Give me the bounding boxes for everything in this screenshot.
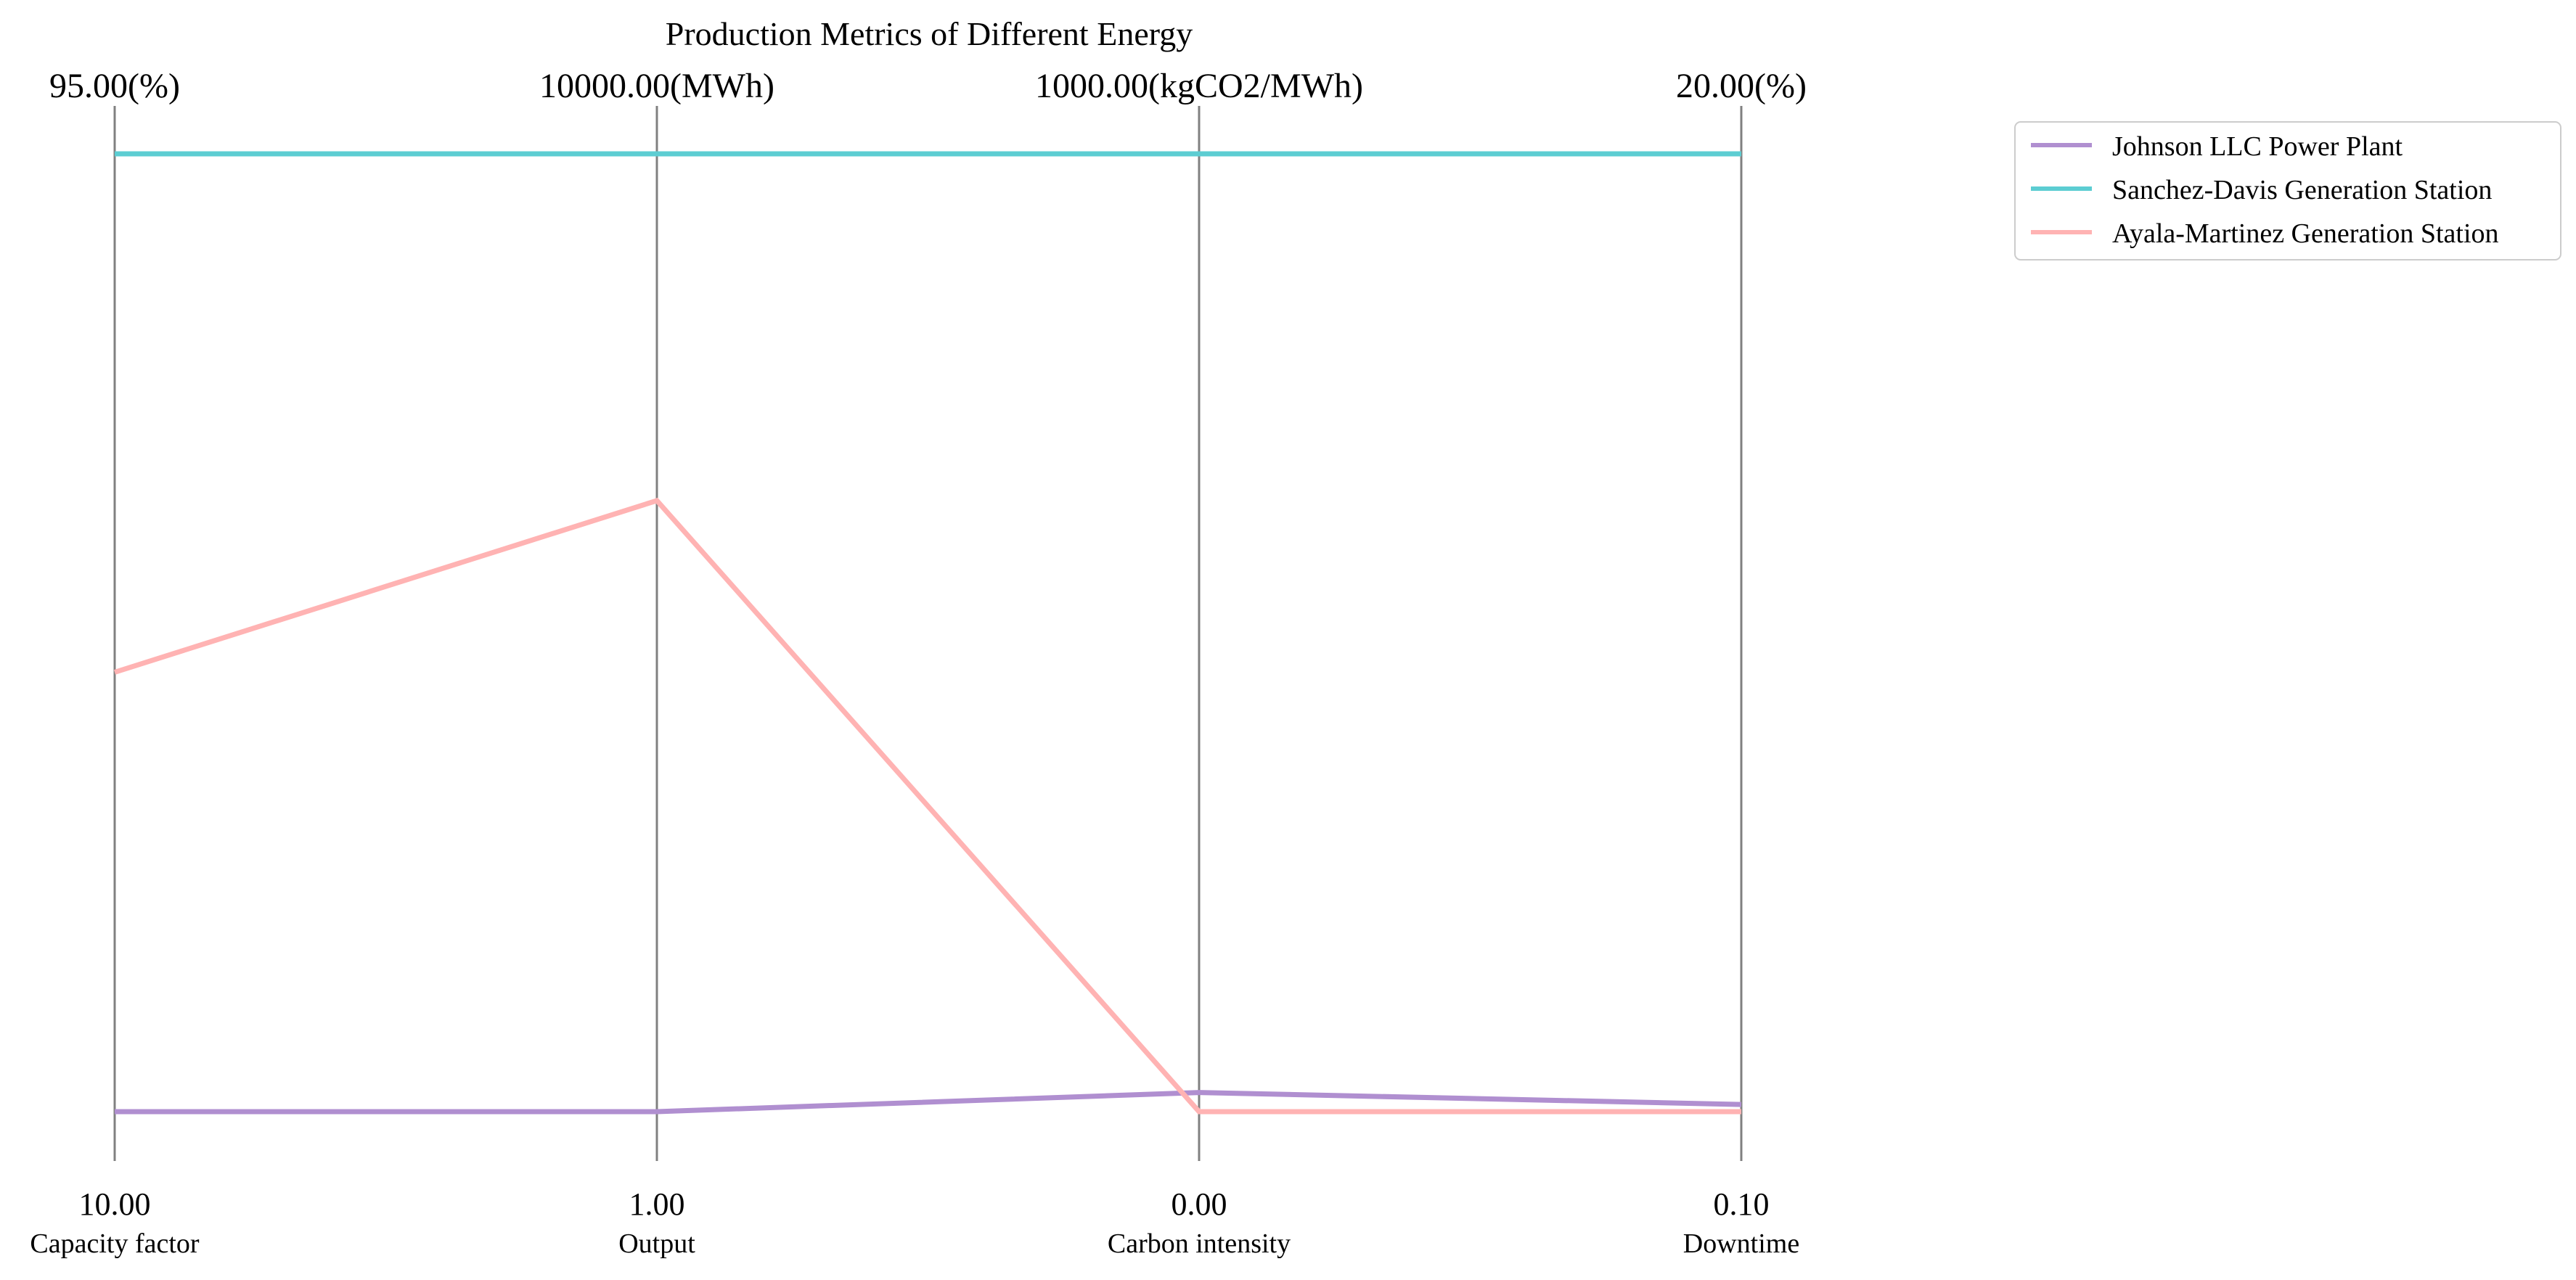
legend-label-ayala-martinez: Ayala-Martinez Generation Station [2112, 218, 2499, 249]
axis-min-label-capacity-factor: 10.00 [79, 1186, 151, 1222]
series-line-ayala-martinez-generation-station [113, 497, 1741, 1115]
legend-frame [2014, 121, 2561, 260]
axis-name-output: Output [618, 1228, 695, 1259]
legend: Johnson LLC Power Plant Sanchez-Davis Ge… [2014, 121, 2561, 260]
axis-min-label-output: 1.00 [629, 1186, 685, 1222]
axis-name-carbon-intensity: Carbon intensity [1108, 1228, 1291, 1259]
axis-min-label-carbon-intensity: 0.00 [1172, 1186, 1227, 1222]
axis-name-downtime: Downtime [1683, 1228, 1799, 1259]
legend-label-johnson: Johnson LLC Power Plant [2112, 131, 2403, 162]
axis-max-label-downtime: 20.00(%) [1676, 67, 1807, 105]
axis-min-label-downtime: 0.10 [1714, 1186, 1770, 1222]
axis-max-label-output: 10000.00(MWh) [539, 67, 774, 105]
axis-name-capacity-factor: Capacity factor [30, 1228, 200, 1259]
series-line-johnson-llc-power-plant [115, 1090, 1742, 1115]
axis-max-label-capacity-factor: 95.00(%) [49, 67, 180, 105]
axes-layer: 95.00(%) 10.00 Capacity factor 10000.00(MWh… [30, 67, 1807, 1259]
axis-max-label-carbon-intensity: 1000.00(kgCO2/MWh) [1035, 67, 1363, 105]
chart-title: Production Metrics of Different Energy [666, 15, 1193, 52]
series-lines [113, 151, 1742, 1115]
legend-label-sanchez-davis: Sanchez-Davis Generation Station [2112, 175, 2492, 205]
